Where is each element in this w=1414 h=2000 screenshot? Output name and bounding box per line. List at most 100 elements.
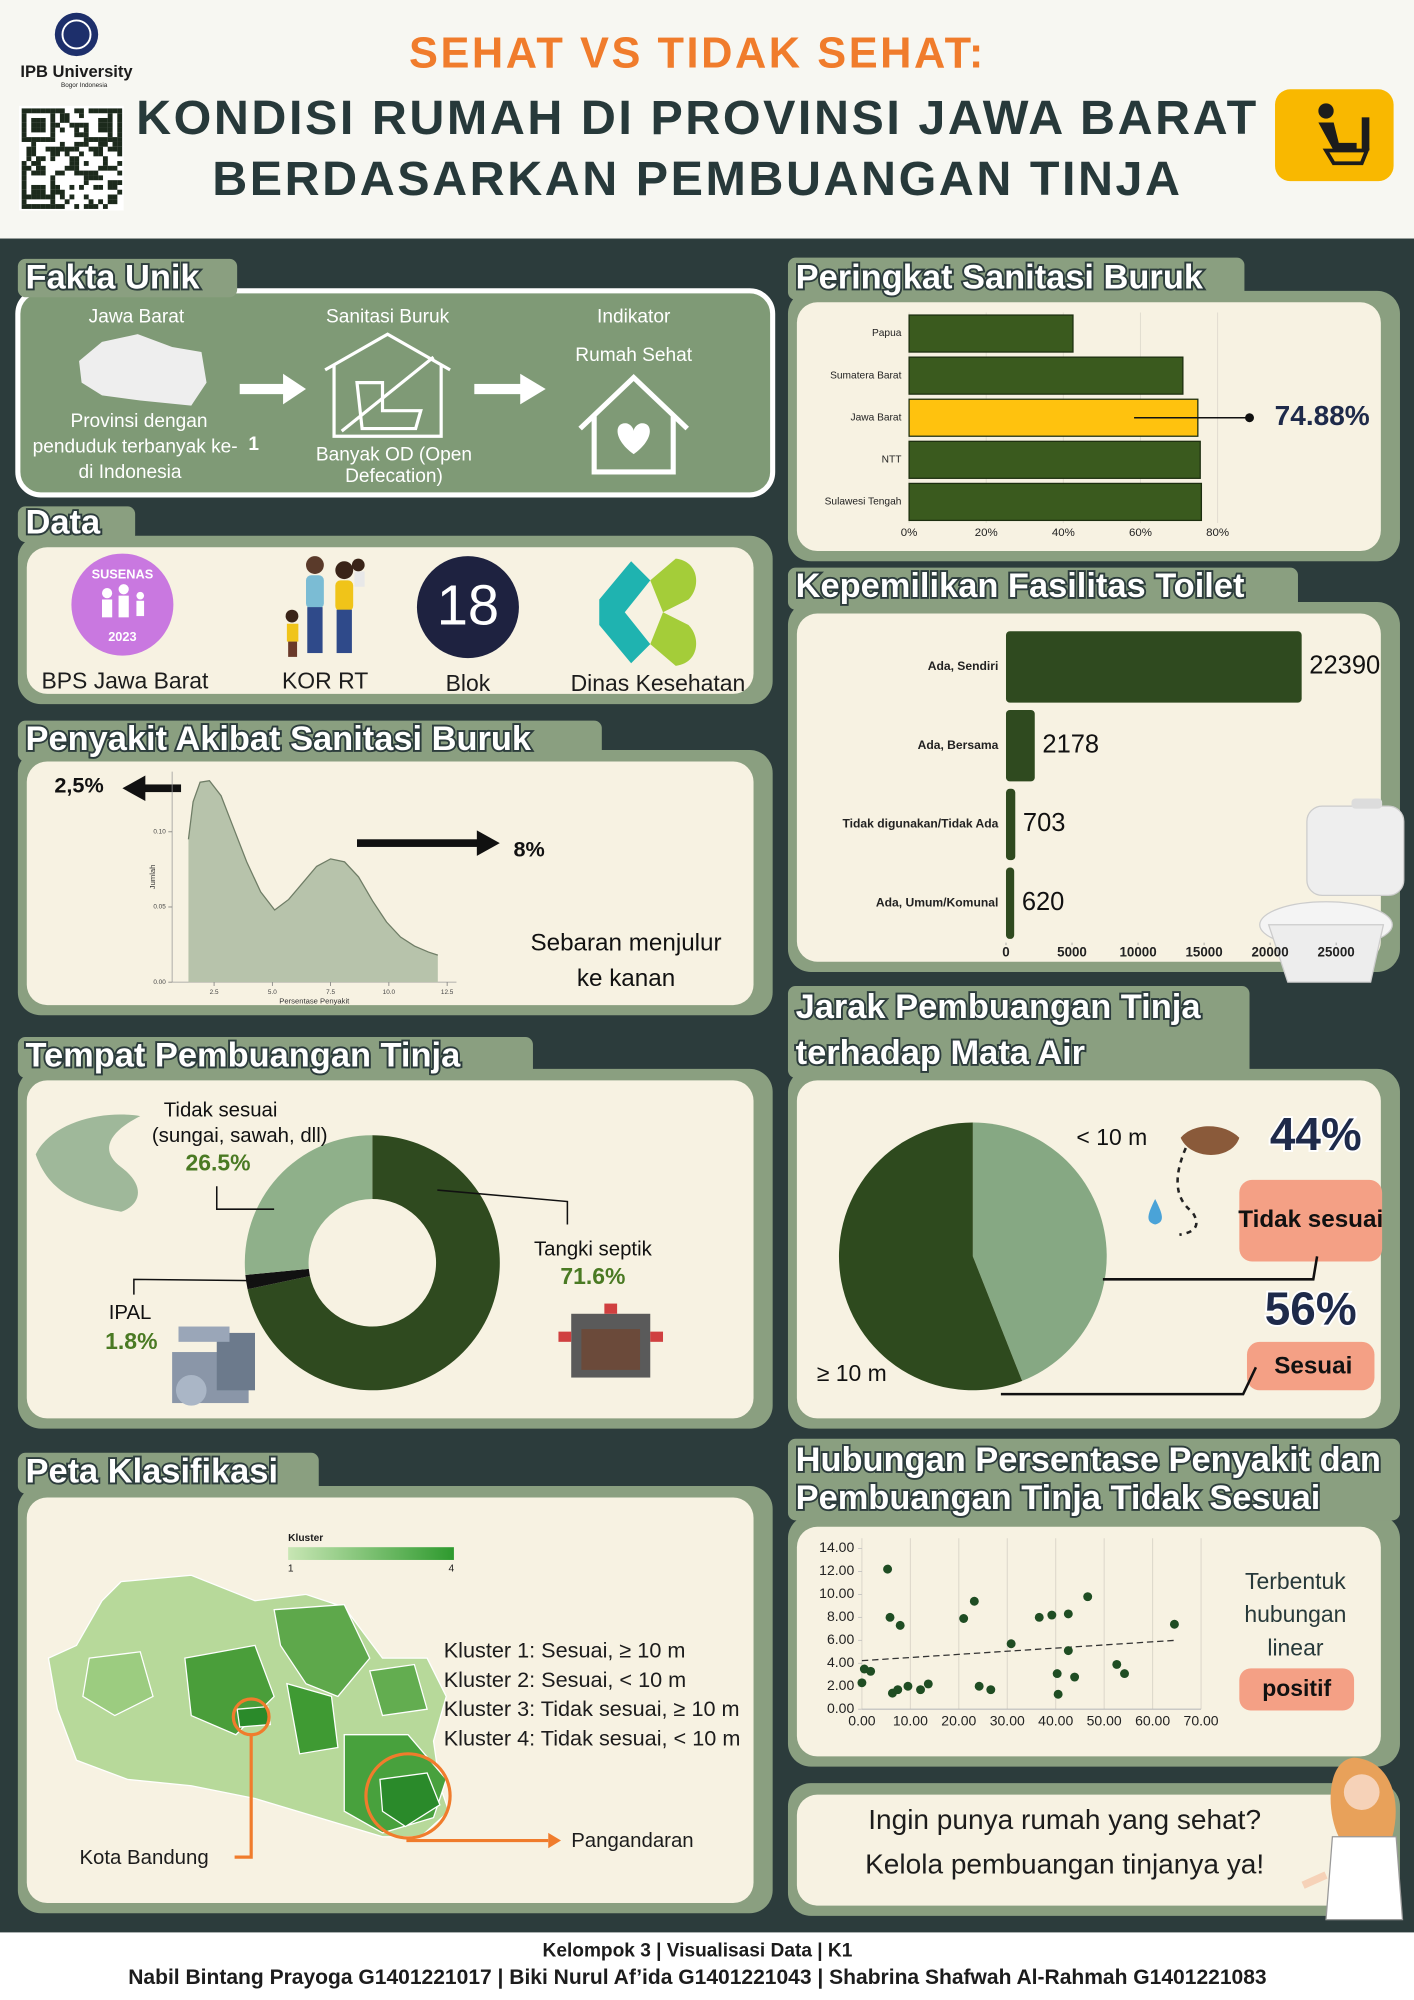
point	[916, 1685, 926, 1695]
bar	[908, 356, 1184, 395]
qr-cell	[59, 113, 65, 119]
qr-cell	[40, 156, 46, 162]
x-tick-label: 20.00	[941, 1713, 976, 1729]
woman-illustration-part	[1343, 1774, 1380, 1810]
point	[1052, 1669, 1062, 1679]
qr-cell	[83, 175, 89, 181]
qr-cell	[45, 204, 51, 209]
callout-arrowhead	[548, 1832, 562, 1849]
x-tick-label: 0.00	[848, 1713, 875, 1729]
qr-cell	[98, 184, 104, 190]
qr-cell	[98, 127, 104, 133]
map-label: Pangandaran	[571, 1830, 693, 1852]
qr-cell	[117, 137, 123, 142]
map-callouts	[231, 1697, 549, 1859]
scatter-chart: 0.00 10.00 20.00 30.00 40.00 50.00 60.00 70.00 0…	[819, 1538, 1355, 1729]
qr-cell	[117, 161, 123, 166]
qr-cell	[55, 184, 60, 190]
qr-cell	[40, 189, 46, 195]
blok-count: 18	[437, 574, 499, 637]
qr-cell	[102, 108, 108, 114]
house-toilet-icon	[324, 332, 451, 438]
value-label: 703	[1023, 809, 1066, 837]
x-tick-label: 40%	[1052, 527, 1075, 539]
qr-cell	[88, 137, 94, 142]
healthy-house-icon	[578, 374, 689, 475]
province-map-part	[379, 1772, 441, 1828]
ipb-logo-part	[61, 19, 92, 50]
qr-cell	[64, 117, 70, 123]
point	[866, 1666, 876, 1676]
x-tick-label: 20000	[1252, 944, 1289, 959]
point	[1120, 1669, 1129, 1679]
point	[986, 1685, 996, 1695]
qr-cell	[21, 122, 27, 128]
family-icon-part	[351, 558, 365, 572]
qr-cell	[26, 194, 32, 200]
section-titles: Fakta Unik Data Penyakit Akibat Sanitasi…	[24, 257, 1383, 1519]
septic-icon	[558, 1303, 664, 1378]
qr-cell	[45, 108, 51, 114]
qr-cell	[59, 204, 65, 209]
dinkes-logo-part	[599, 561, 651, 664]
pie-chart: < 10 m 44% Tidak sesuai ≥ 10 m 56% Sesuai	[817, 1106, 1383, 1396]
y-tick-label: 0.00	[153, 979, 166, 986]
toilet-illustration-part	[1267, 924, 1385, 983]
fakta-text: di Indonesia	[79, 462, 182, 483]
qr-cell	[50, 189, 56, 195]
qr-cell	[98, 175, 104, 181]
ipal-icon-part	[178, 1326, 230, 1342]
leader-dot	[1245, 413, 1254, 423]
point	[893, 1685, 903, 1695]
qr-cell	[21, 194, 27, 200]
qr-cell	[21, 189, 27, 195]
x-tick-label: 5000	[1057, 944, 1087, 959]
category-label: Ada, Bersama	[918, 738, 999, 752]
qr-cell	[74, 204, 80, 209]
healthy-house-icon-part	[578, 374, 689, 475]
qr-cell	[107, 180, 113, 186]
logo-text: IPB University	[20, 62, 133, 81]
qr-cell	[50, 127, 56, 133]
status-label: Tidak sesuai	[1238, 1206, 1383, 1233]
qr-cell	[21, 113, 27, 119]
qr-cell	[107, 146, 113, 152]
toilet-icon	[1275, 89, 1394, 182]
qr-cell	[79, 122, 84, 128]
category-label: Sulawesi Tengah	[825, 497, 902, 508]
family-icon-part	[288, 641, 298, 657]
value-label: 44%	[1270, 1108, 1362, 1160]
qr-cell	[36, 137, 41, 142]
province-map-part	[368, 1663, 428, 1717]
panel	[15, 288, 776, 498]
qr-cell	[102, 165, 108, 171]
qr-cell	[112, 165, 118, 171]
qr-cell	[117, 189, 123, 195]
section-tab	[787, 567, 1298, 610]
qr-cell	[107, 127, 113, 133]
family-icon-part	[307, 607, 323, 654]
qr-cell	[59, 108, 65, 114]
qr-cell	[31, 122, 37, 128]
susenas-text: SUSENAS	[92, 567, 154, 582]
qr-cell	[64, 151, 70, 157]
qr-cell	[112, 146, 118, 152]
susenas-people-part	[102, 588, 113, 599]
x-tick-label: 60.00	[1135, 1713, 1170, 1729]
qr-cell	[21, 127, 27, 133]
qr-cell	[21, 175, 27, 181]
qr-cell	[40, 117, 46, 123]
qr-cell	[102, 127, 108, 133]
qr-cell	[21, 180, 27, 186]
panel-inner	[796, 1526, 1381, 1757]
value-label: 2178	[1042, 730, 1099, 758]
source-label: BPS Jawa Barat	[41, 667, 209, 693]
qr-cell	[36, 108, 41, 114]
bar	[1005, 631, 1302, 703]
qr-cell	[55, 204, 60, 209]
family-icon-part	[335, 580, 354, 611]
qr-cell	[26, 108, 32, 114]
qr-cell	[36, 127, 41, 133]
source-label: Dinas Kesehatan	[571, 670, 746, 696]
x-tick-label: 0	[1002, 944, 1009, 959]
